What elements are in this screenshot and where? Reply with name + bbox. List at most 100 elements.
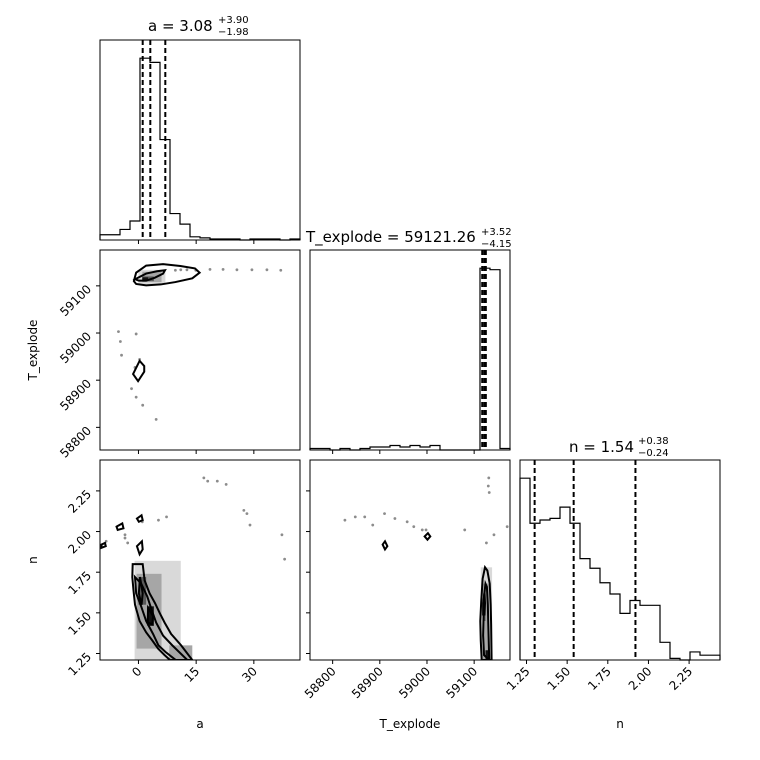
x-tick-label-n: 2.00 (626, 664, 655, 693)
contour-T_explode_vs_a-outer (132, 263, 202, 287)
histogram-step-T_explode (309, 267, 511, 451)
sample-point-n_vs_T_explode-14 (505, 525, 509, 529)
sample-point-n_vs_a-6 (202, 476, 206, 480)
title-n: n = 1.54 (569, 438, 634, 456)
sample-point-n_vs_T_explode-11 (487, 476, 491, 480)
sample-point-n_vs_T_explode-12 (487, 491, 491, 494)
x-tick-label-T_explode: 58800 (302, 664, 339, 701)
contour-n_vs_a-small2 (135, 513, 144, 524)
scatter-panel-t-explode-vs-a: 58800 58900 59000 59100 (57, 249, 301, 460)
contour-n_vs_a-small1 (135, 539, 144, 557)
density-cell-n_vs_T_explode-3 (485, 650, 490, 660)
sample-point-T_explode_vs_a-16 (265, 268, 269, 272)
y-tick-label-T_explode: 58900 (57, 376, 94, 413)
x-axis-label-n: n (616, 717, 624, 731)
sample-point-n_vs_a-1 (123, 536, 127, 540)
x-tick-label-n: 2.25 (666, 664, 695, 693)
panel-frame-n_vs_T_explode (309, 459, 511, 661)
x-axis-label-a: a (196, 717, 203, 731)
y-tick-label-T_explode: 59100 (57, 282, 94, 319)
sample-point-n_vs_a-4 (157, 518, 160, 522)
sample-point-n_vs_T_explode-9 (424, 528, 428, 532)
contour-n_vs_a-core2 (146, 604, 155, 626)
x-tick-label-a: 0 (129, 664, 144, 679)
contour-n_vs_a-outer (131, 563, 194, 660)
sample-point-T_explode_vs_a-15 (250, 268, 254, 272)
title-t-explode-upper-error: +3.52 (481, 227, 512, 238)
title-n-lower-error: −0.24 (638, 448, 669, 459)
title-t-explode: T_explode = 59121.26 (305, 228, 476, 247)
sample-point-n_vs_a-8 (215, 479, 219, 483)
sample-point-T_explode_vs_a-12 (208, 267, 212, 271)
contour-n_vs_a-small3 (115, 521, 125, 532)
sample-point-T_explode_vs_a-7 (130, 387, 133, 391)
panel-frame-n_vs_a (99, 459, 301, 661)
x-tick-label-n: 1.75 (585, 664, 614, 693)
histogram-panel-n: 1.25 1.50 1.75 2.00 2.25 (504, 459, 721, 693)
histogram-panel-a (99, 39, 301, 244)
histogram-step-n (519, 477, 721, 661)
y-tick-label-T_explode: 59000 (57, 329, 94, 366)
contour-n_vs_a-inner (133, 574, 189, 660)
sample-point-n_vs_T_explode-8 (420, 528, 424, 532)
histogram-panel-t-explode (309, 249, 511, 454)
title-a: a = 3.08 (148, 17, 213, 35)
contour-T_explode_vs_a-inner (132, 269, 167, 282)
panel-content-n_vs_T_explode (343, 476, 509, 660)
y-tick-label-n: 2.25 (65, 487, 94, 516)
sample-point-n_vs_a-13 (280, 533, 284, 537)
sample-point-n_vs_a-14 (283, 557, 287, 561)
y-axis-label-n: n (26, 556, 40, 564)
sample-point-n_vs_T_explode-16 (492, 533, 496, 537)
panel-content-T_explode_vs_a (117, 263, 283, 421)
x-tick-label-n: 1.25 (504, 664, 533, 693)
sample-point-T_explode_vs_a-5 (141, 403, 145, 407)
sample-point-n_vs_a-11 (245, 512, 249, 516)
density-cell-T_explode_vs_a-2 (142, 276, 154, 282)
sample-point-T_explode_vs_a-3 (134, 332, 138, 336)
x-tick-label-a: 30 (239, 664, 260, 685)
x-tick-label-n: 1.50 (544, 664, 573, 693)
sample-point-n_vs_T_explode-1 (353, 515, 357, 519)
sample-point-n_vs_T_explode-13 (485, 541, 488, 545)
contour-n_vs_T_explode-outer (479, 564, 493, 660)
contour-n_vs_T_explode-small1 (381, 539, 389, 552)
contour-n_vs_T_explode-inner (482, 579, 491, 660)
panel-frame-T_explode_vs_a (99, 249, 301, 451)
sample-point-T_explode_vs_a-10 (179, 268, 183, 272)
contour-n_vs_T_explode-core (482, 593, 487, 616)
sample-point-n_vs_a-10 (242, 509, 246, 512)
sample-point-n_vs_T_explode-7 (412, 525, 416, 529)
sample-point-T_explode_vs_a-19 (185, 268, 189, 272)
title-t-explode-lower-error: −4.15 (481, 239, 512, 250)
y-tick-label-n: 2.00 (65, 528, 94, 557)
scatter-panel-n-vs-t-explode: 58800 58900 59000 59100 (302, 459, 511, 701)
title-a-upper-error: +3.90 (218, 15, 249, 26)
sample-point-n_vs_T_explode-4 (383, 512, 386, 516)
sample-point-T_explode_vs_a-13 (221, 267, 225, 271)
contour-n_vs_a-core1 (137, 576, 144, 605)
x-tick-label-a: 15 (182, 664, 203, 685)
sample-point-T_explode_vs_a-18 (173, 268, 177, 272)
sample-point-n_vs_T_explode-15 (463, 528, 467, 532)
title-a-lower-error: −1.98 (218, 27, 249, 38)
contour-T_explode_vs_a-island (131, 359, 146, 383)
histogram-frame-T_explode (309, 249, 511, 451)
x-tick-label-T_explode: 59000 (396, 664, 433, 701)
sample-point-n_vs_T_explode-3 (371, 523, 375, 527)
x-tick-label-T_explode: 58900 (349, 664, 386, 701)
sample-point-n_vs_T_explode-2 (363, 515, 367, 519)
title-n-upper-error: +0.38 (638, 436, 669, 447)
sample-point-T_explode_vs_a-17 (279, 268, 283, 272)
x-tick-label-T_explode: 59100 (443, 664, 480, 701)
sample-point-T_explode_vs_a-9 (154, 417, 158, 421)
density-cell-n_vs_a-3 (147, 606, 154, 626)
scatter-panel-n-vs-a: 0 15 30 1.25 1.50 1.75 2.00 2.25 (65, 459, 301, 685)
y-axis-label-t-explode: T_explode (26, 320, 40, 382)
sample-point-n_vs_T_explode-10 (486, 484, 490, 488)
panel-content-n_vs_a (100, 476, 287, 660)
contour-n_vs_T_explode-small2 (423, 531, 432, 542)
sample-point-n_vs_a-12 (248, 523, 252, 527)
sample-point-T_explode_vs_a-2 (120, 353, 123, 357)
